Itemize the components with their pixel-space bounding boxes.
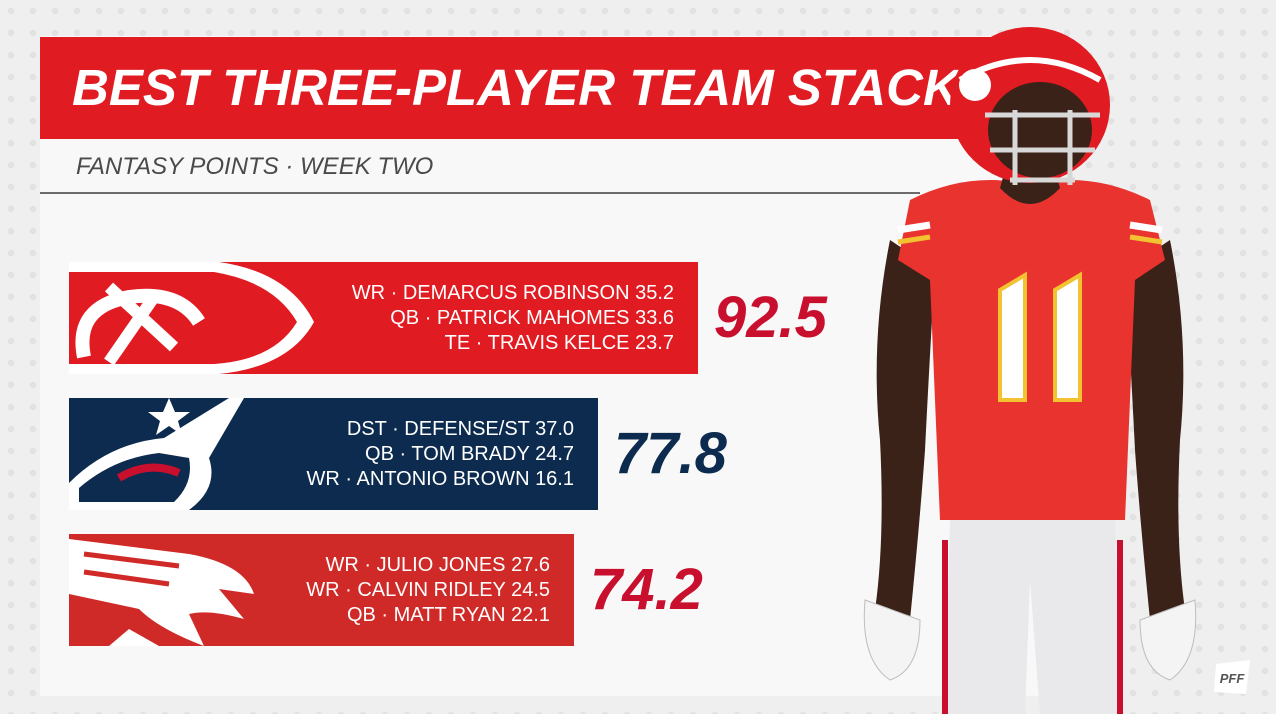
player-list: WR · JULIO JONES 27.6 WR · CALVIN RIDLEY … <box>306 534 550 646</box>
player-points-label: QB · PATRICK MAHOMES 33.6 <box>390 306 674 329</box>
team-bar: WR · JULIO JONES 27.6 WR · CALVIN RIDLEY … <box>69 534 574 646</box>
divider <box>40 192 920 194</box>
player-points-label: WR · JULIO JONES 27.6 <box>325 553 551 576</box>
player-list: WR · DEMARCUS ROBINSON 35.2 QB · PATRICK … <box>352 262 674 374</box>
player-points-label: WR · DEMARCUS ROBINSON 35.2 <box>351 281 674 304</box>
patriots-flying-elvis-logo-icon <box>69 398 244 510</box>
team-bar: DST · DEFENSE/ST 37.0 QB · TOM BRADY 24.7… <box>69 398 598 510</box>
player-points-label: QB · TOM BRADY 24.7 <box>365 442 574 465</box>
team-bar: WR · DEMARCUS ROBINSON 35.2 QB · PATRICK … <box>69 262 698 374</box>
player-points-label: WR · ANTONIO BROWN 16.1 <box>306 467 574 490</box>
player-points-label: TE · TRAVIS KELCE 23.7 <box>444 331 674 354</box>
title-bar <box>40 37 1030 139</box>
stack-total-label: 92.5 <box>714 285 827 350</box>
player-points-label: WR · CALVIN RIDLEY 24.5 <box>306 578 550 601</box>
stack-total-label: 77.8 <box>614 421 727 486</box>
player-list: DST · DEFENSE/ST 37.0 QB · TOM BRADY 24.7… <box>307 398 574 510</box>
pff-logo-icon: PFF <box>1214 660 1250 694</box>
falcons-logo-icon <box>69 539 254 646</box>
page-title: BEST THREE-PLAYER TEAM STACKS <box>72 59 994 116</box>
player-points-label: QB · MATT RYAN 22.1 <box>346 603 550 626</box>
pff-logo-text: PFF <box>1220 671 1246 686</box>
football-player-photo <box>863 27 1197 714</box>
stack-total-label: 74.2 <box>590 557 703 622</box>
subtitle: FANTASY POINTS · WEEK TWO <box>76 153 434 180</box>
player-points-label: DST · DEFENSE/ST 37.0 <box>346 417 574 440</box>
chiefs-arrowhead-logo-icon <box>69 262 314 374</box>
